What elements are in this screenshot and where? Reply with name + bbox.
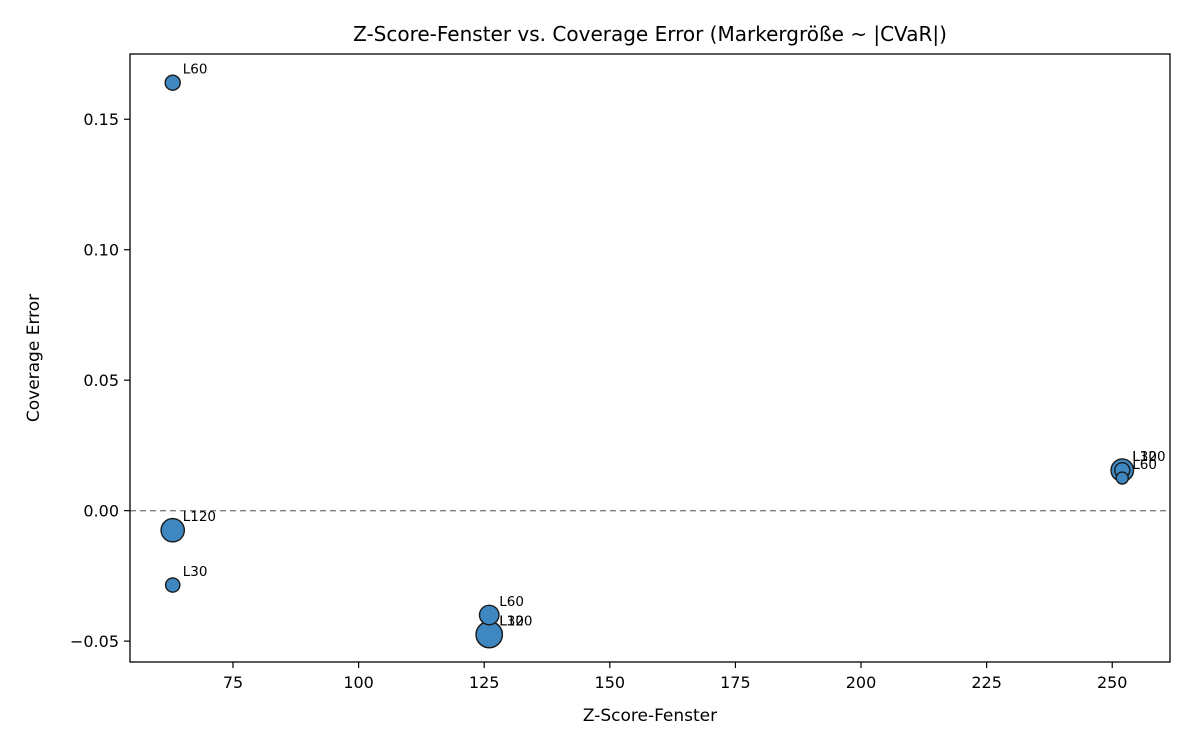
y-axis-label: Coverage Error: [24, 294, 44, 422]
y-tick-label: 0.00: [83, 502, 119, 521]
x-tick-label: 200: [846, 673, 877, 692]
x-tick-label: 150: [595, 673, 626, 692]
chart-title: Z-Score-Fenster vs. Coverage Error (Mark…: [353, 22, 947, 46]
plot-area: [130, 54, 1170, 662]
axes-frame: [129, 53, 1171, 663]
point-label: L60: [1132, 457, 1157, 473]
data-point: [164, 577, 181, 593]
x-tick-label: 125: [469, 673, 500, 692]
x-tick-label: 250: [1097, 673, 1128, 692]
point-label: L120: [1132, 449, 1165, 465]
y-tick-label: 0.05: [83, 371, 119, 390]
x-tick-label: 75: [223, 673, 243, 692]
x-tick-label: 225: [971, 673, 1002, 692]
x-tick-label: 175: [720, 673, 751, 692]
point-label: L30: [499, 614, 524, 630]
point-label: L60: [499, 594, 524, 610]
point-label: L120: [499, 614, 532, 630]
data-point: [160, 517, 186, 543]
x-axis-label: Z-Score-Fenster: [583, 706, 717, 726]
y-tick-label: 0.10: [83, 241, 119, 260]
point-label: L30: [1132, 449, 1157, 465]
x-tick-label: 100: [343, 673, 374, 692]
point-label: L60: [183, 62, 208, 78]
point-label: L30: [183, 564, 208, 580]
data-point: [1115, 471, 1129, 485]
data-point: [164, 74, 181, 91]
data-point: [478, 604, 500, 626]
y-tick-label: 0.15: [83, 110, 119, 129]
y-tick-label: −0.05: [70, 632, 119, 651]
point-label: L120: [183, 509, 216, 525]
